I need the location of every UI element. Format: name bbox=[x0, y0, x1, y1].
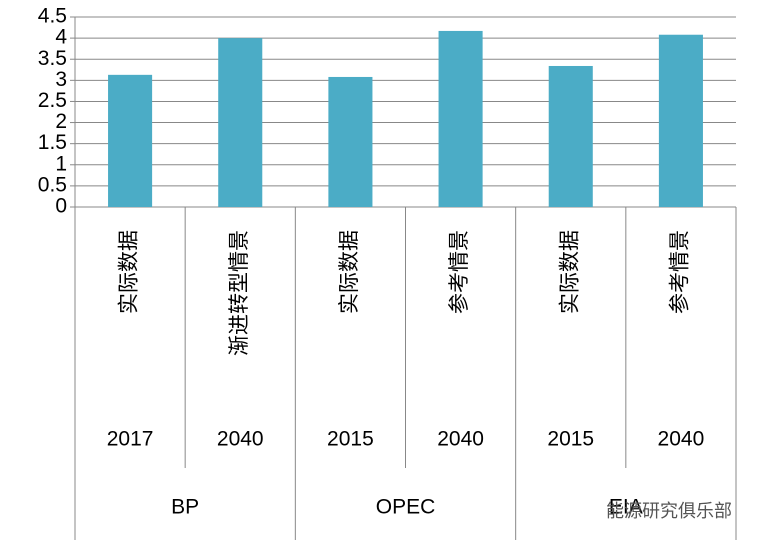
bar bbox=[548, 65, 593, 207]
x-year-label: 2040 bbox=[658, 428, 705, 451]
x-tick-label: 参考情景 bbox=[668, 230, 691, 314]
bar bbox=[438, 30, 483, 207]
x-year-label: 2040 bbox=[437, 428, 484, 451]
x-year-label: 2017 bbox=[107, 428, 154, 451]
y-tick-label: 1 bbox=[55, 152, 67, 175]
x-group-label: EIA bbox=[609, 496, 643, 519]
y-tick-label: 2 bbox=[55, 110, 67, 133]
x-year-label: 2015 bbox=[327, 428, 374, 451]
y-tick-label: 2.5 bbox=[38, 89, 67, 112]
x-tick-label: 实际数据 bbox=[118, 230, 141, 314]
x-group-label: BP bbox=[171, 496, 199, 519]
y-tick-label: 0 bbox=[55, 195, 67, 218]
watermark: 能源研究俱乐部 bbox=[606, 501, 732, 521]
y-tick-label: 1.5 bbox=[38, 131, 67, 154]
bar bbox=[658, 34, 703, 207]
x-year-label: 2015 bbox=[547, 428, 594, 451]
bar bbox=[328, 76, 373, 207]
y-tick-label: 3.5 bbox=[38, 47, 67, 70]
x-tick-label: 实际数据 bbox=[338, 230, 361, 314]
bar bbox=[218, 38, 263, 207]
y-tick-label: 0.5 bbox=[38, 173, 67, 196]
y-tick-label: 4 bbox=[55, 26, 67, 49]
x-tick-label: 渐进转型情景 bbox=[228, 230, 251, 356]
y-tick-label: 4.5 bbox=[38, 5, 67, 28]
x-year-label: 2040 bbox=[217, 428, 264, 451]
x-tick-label: 参考情景 bbox=[448, 230, 471, 314]
x-tick-label: 实际数据 bbox=[558, 230, 581, 314]
bar bbox=[108, 74, 153, 207]
y-tick-label: 3 bbox=[55, 68, 67, 91]
x-group-label: OPEC bbox=[376, 496, 436, 519]
